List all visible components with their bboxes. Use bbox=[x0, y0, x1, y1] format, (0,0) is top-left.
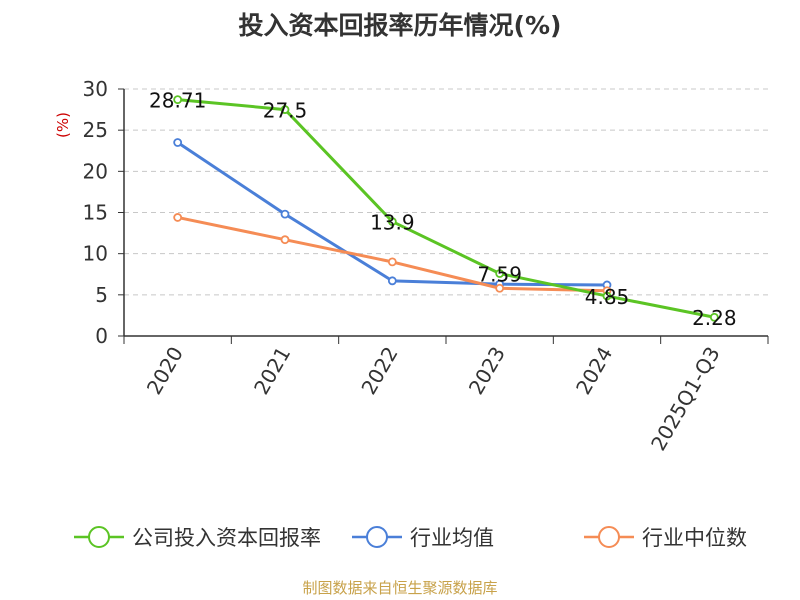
data-labels: 28.71 27.5 13.9 7.59 4.85 2.28 bbox=[149, 89, 737, 331]
grid-lines bbox=[124, 88, 768, 296]
data-point bbox=[602, 291, 612, 301]
x-tick-label: 2022 bbox=[356, 343, 402, 399]
y-tick-label: 0 bbox=[95, 324, 108, 348]
data-label: 27.5 bbox=[263, 99, 308, 123]
legend-item: 公司投入资本回报率 bbox=[74, 526, 321, 550]
data-point bbox=[495, 269, 505, 278]
x-tick-label: 2024 bbox=[571, 343, 617, 399]
data-label: 4.85 bbox=[585, 285, 630, 309]
x-tick-label: 2023 bbox=[464, 343, 510, 399]
data-point bbox=[280, 105, 290, 114]
legend-label: 公司投入资本回报率 bbox=[132, 526, 321, 550]
data-label: 28.71 bbox=[149, 89, 206, 113]
legend-marker bbox=[598, 526, 620, 548]
y-tick-label: 30 bbox=[83, 77, 108, 101]
legend-label: 行业均值 bbox=[410, 526, 494, 550]
y-tick-label: 5 bbox=[95, 283, 108, 307]
data-point bbox=[173, 95, 183, 105]
chart-title: 投入资本回报率历年情况(%) bbox=[238, 11, 562, 40]
x-tick-label: 2021 bbox=[249, 343, 295, 399]
data-point bbox=[387, 257, 397, 267]
y-tick-label: 15 bbox=[83, 201, 108, 225]
data-label: 2.28 bbox=[692, 306, 737, 330]
y-tick-label: 10 bbox=[83, 242, 108, 266]
legend-marker bbox=[366, 526, 388, 548]
data-point bbox=[173, 138, 183, 147]
data-point bbox=[495, 283, 505, 293]
data-label: 7.59 bbox=[477, 263, 522, 287]
legend-item: 行业均值 bbox=[352, 526, 494, 550]
data-point bbox=[280, 209, 290, 219]
source-note: 制图数据来自恒生聚源数据库 bbox=[302, 579, 498, 597]
legend: 公司投入资本回报率 行业均值 行业中位数 bbox=[74, 526, 747, 550]
y-tick-label: 25 bbox=[83, 118, 108, 142]
data-point bbox=[387, 276, 397, 286]
data-point bbox=[387, 217, 397, 226]
series-line-0 bbox=[177, 98, 715, 319]
x-tick-label: 2020 bbox=[142, 343, 188, 399]
data-point bbox=[280, 235, 290, 245]
legend-marker bbox=[88, 526, 110, 548]
data-label: 13.9 bbox=[370, 211, 415, 235]
y-axis-label: (%) bbox=[54, 112, 72, 138]
y-tick-label: 20 bbox=[83, 159, 108, 183]
legend-label: 行业中位数 bbox=[642, 526, 747, 550]
x-tick-label: 2025Q1-Q3 bbox=[646, 343, 725, 455]
data-point bbox=[173, 213, 183, 222]
series-lines bbox=[173, 95, 719, 322]
legend-item: 行业中位数 bbox=[584, 526, 747, 550]
data-point bbox=[709, 312, 719, 322]
